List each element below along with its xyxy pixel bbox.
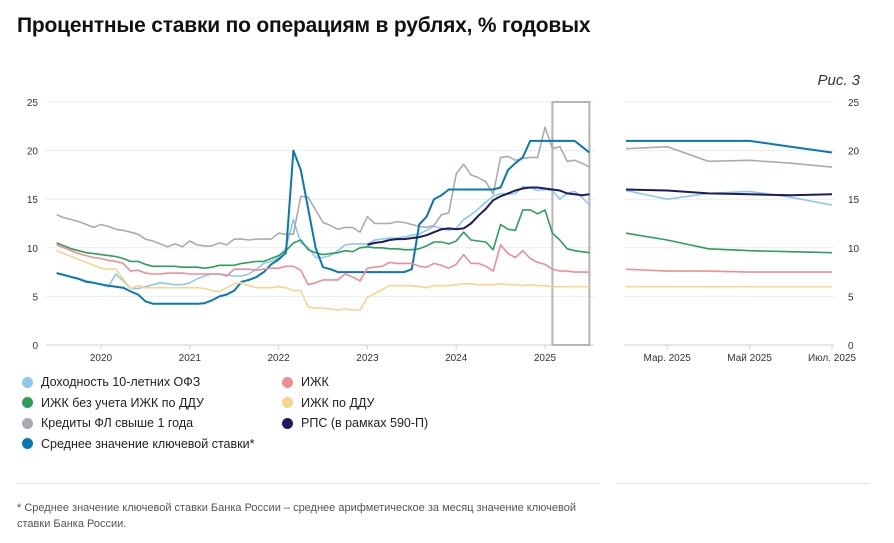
legend-swatch (22, 376, 33, 388)
legend-swatch (22, 397, 33, 408)
x-tick-label: 2024 (445, 353, 468, 364)
footnote: * Среднее значение ключевой ставки Банка… (17, 502, 576, 530)
divider-right (616, 483, 870, 484)
y-tick-label: 20 (27, 147, 39, 158)
x-tick-label-right: Июл. 2025 (808, 353, 857, 364)
divider-left (17, 483, 600, 484)
y-tick-label: 25 (27, 98, 39, 109)
legend-swatch (282, 417, 293, 429)
series-line-4 (56, 244, 590, 286)
series-line-6 (367, 186, 590, 246)
x-tick-label-right: Май 2025 (727, 353, 772, 364)
series-line-right-6 (625, 188, 833, 197)
series-line-5 (56, 249, 590, 311)
series-line-2 (56, 126, 590, 248)
y-tick-label: 5 (32, 292, 38, 303)
legend-swatch (22, 417, 33, 429)
highlight-box (551, 101, 591, 346)
series-line-3 (56, 139, 591, 305)
legend-swatch (282, 397, 293, 408)
legend-label: Доходность 10-летних ОФЗ (41, 375, 201, 389)
series-line-right-0 (625, 189, 833, 206)
series-line-1 (56, 209, 590, 270)
legend-item: Кредиты ФЛ свыше 1 года (22, 416, 193, 430)
y-tick-label-right: 20 (848, 147, 860, 158)
figure-label: Рис. 3 (817, 72, 860, 89)
series-line-0 (56, 185, 590, 290)
y-tick-label-right: 15 (848, 195, 860, 206)
y-tick-label-right: 0 (848, 341, 854, 352)
legend-label: ИЖК (301, 375, 329, 389)
legend-item: ИЖК (282, 375, 329, 389)
legend-label: РПС (в рамках 590-П) (301, 416, 429, 430)
legend-label: ИЖК без учета ИЖК по ДДУ (41, 395, 204, 410)
y-tick-label: 15 (27, 195, 39, 206)
legend-item: Доходность 10-летних ОФЗ (22, 375, 200, 389)
page-title: Процентные ставки по операциям в рублях,… (17, 14, 591, 37)
legend-label: Кредиты ФЛ свыше 1 года (41, 416, 194, 430)
x-tick-label: 2022 (267, 353, 290, 364)
legend-item: ИЖК без учета ИЖК по ДДУ (22, 396, 204, 410)
x-tick-label: 2021 (179, 353, 202, 364)
legend-label: ИЖК по ДДУ (301, 395, 375, 410)
legend-swatch (282, 376, 293, 388)
x-tick-label: 2025 (534, 353, 557, 364)
series-line-right-2 (625, 145, 833, 168)
x-tick-label: 2020 (90, 353, 113, 364)
series-line-right-3 (626, 139, 833, 154)
legend-item: Среднее значение ключевой ставки* (22, 437, 254, 451)
y-tick-label: 10 (27, 244, 39, 255)
legend-label: Среднее значение ключевой ставки* (41, 436, 255, 451)
y-tick-label-right: 25 (848, 98, 860, 109)
y-tick-label: 0 (32, 341, 38, 352)
legend-item: ИЖК по ДДУ (282, 396, 375, 410)
y-tick-label-right: 10 (848, 244, 860, 255)
series-line-right-1 (625, 232, 833, 254)
series-line-right-4 (625, 268, 832, 273)
legend-item: РПС (в рамках 590-П) (282, 416, 428, 430)
x-tick-label: 2023 (356, 353, 379, 364)
x-tick-label-right: Мар. 2025 (644, 353, 692, 364)
legend-swatch (22, 438, 33, 449)
y-tick-label-right: 5 (848, 292, 854, 303)
